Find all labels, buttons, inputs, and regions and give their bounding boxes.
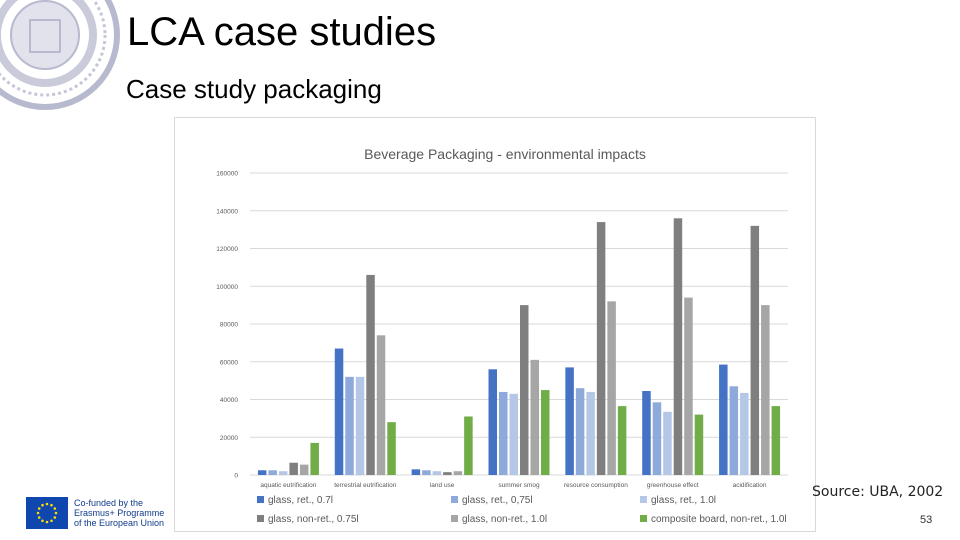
bar-3-3 — [432, 471, 442, 475]
bar-6-7 — [771, 406, 781, 475]
erasmus-logo: Co-funded by the Erasmus+ Programme of t… — [26, 497, 164, 529]
bar-3-1 — [278, 471, 288, 475]
bar-4-6 — [673, 218, 683, 476]
x-tick-label: greenhouse effect — [647, 482, 699, 489]
y-tick-label: 80000 — [220, 322, 238, 329]
bar-5-6 — [684, 297, 693, 475]
bar-6-1 — [310, 442, 319, 475]
bar-1-2 — [334, 348, 344, 475]
bar-6-3 — [464, 416, 473, 475]
bar-1-7 — [719, 364, 728, 475]
legend-swatch — [451, 496, 458, 503]
bar-3-4 — [509, 393, 518, 475]
bar-3-7 — [740, 392, 749, 475]
bar-4-1 — [289, 462, 298, 475]
bar-2-6 — [652, 402, 662, 475]
logo-text-line3: of the European Union — [74, 518, 165, 528]
legend-label: glass, non-ret., 1.0l — [462, 514, 547, 525]
bar-2-5 — [575, 388, 585, 475]
y-tick-label: 140000 — [216, 208, 238, 215]
chart-frame: Beverage Packaging - environmental impac… — [174, 117, 816, 532]
bar-5-7 — [761, 305, 770, 475]
bar-5-1 — [299, 464, 309, 475]
bar-3-6 — [663, 411, 672, 475]
bar-2-1 — [268, 470, 277, 475]
y-tick-label: 120000 — [216, 246, 238, 253]
legend-label: glass, ret., 0,75l — [462, 495, 533, 506]
bar-1-1 — [257, 470, 267, 475]
slide-title: LCA case studies — [127, 10, 437, 54]
bar-chart: Beverage Packaging - environmental impac… — [216, 146, 788, 525]
y-tick-label: 20000 — [220, 435, 238, 442]
bar-4-7 — [750, 225, 760, 475]
legend-label: glass, ret., 0.7l — [268, 495, 333, 506]
bar-6-4 — [541, 390, 550, 475]
bar-4-5 — [596, 222, 606, 475]
x-tick-label: acidification — [733, 482, 767, 489]
logo-text-line1: Co-funded by the — [74, 498, 144, 508]
legend-swatch — [257, 515, 264, 522]
bar-2-2 — [345, 376, 354, 475]
y-tick-label: 40000 — [220, 397, 238, 404]
legend-label: glass, non-ret., 0.75l — [268, 514, 359, 525]
bar-5-4 — [530, 359, 539, 475]
x-tick-label: terrestrial eutrification — [334, 482, 397, 489]
legend-swatch — [451, 515, 458, 522]
legend-swatch — [640, 496, 647, 503]
bar-4-4 — [520, 305, 529, 475]
bar-3-2 — [355, 376, 365, 475]
bar-1-3 — [411, 469, 421, 475]
bar-1-5 — [565, 367, 574, 475]
bar-5-3 — [453, 471, 463, 475]
bar-4-3 — [443, 472, 452, 475]
y-tick-label: 0 — [234, 473, 238, 480]
x-tick-label: land use — [430, 482, 455, 489]
source-citation: Source: UBA, 2002 — [812, 484, 944, 500]
x-tick-label: aquatic eutrification — [260, 482, 316, 489]
bar-6-6 — [694, 414, 704, 475]
legend-swatch — [640, 515, 647, 522]
logo-text-line2: Erasmus+ Programme — [74, 508, 165, 518]
bar-2-3 — [422, 470, 431, 475]
bar-6-2 — [387, 422, 396, 475]
slide-subtitle: Case study packaging — [126, 74, 382, 104]
bar-5-5 — [607, 301, 616, 475]
x-tick-label: summer smog — [498, 482, 540, 489]
legend-label: composite board, non-ret., 1.0l — [651, 514, 787, 525]
x-tick-label: resource consumption — [564, 482, 628, 489]
bar-4-2 — [366, 274, 375, 475]
y-tick-label: 60000 — [220, 359, 238, 366]
legend-swatch — [257, 496, 264, 503]
chart-title: Beverage Packaging - environmental impac… — [364, 146, 646, 162]
page-number: 53 — [920, 514, 933, 526]
bar-1-6 — [642, 391, 651, 475]
y-tick-label: 100000 — [216, 284, 238, 291]
bar-6-5 — [617, 406, 627, 475]
bar-2-4 — [499, 391, 508, 475]
legend-label: glass, ret., 1.0l — [651, 495, 716, 506]
bar-3-5 — [586, 391, 595, 475]
university-seal-logo — [0, 0, 120, 110]
bar-5-2 — [376, 335, 386, 475]
y-tick-label: 160000 — [216, 171, 238, 178]
bar-2-7 — [729, 386, 739, 475]
eu-flag-icon — [26, 497, 68, 529]
bar-1-4 — [488, 369, 497, 475]
